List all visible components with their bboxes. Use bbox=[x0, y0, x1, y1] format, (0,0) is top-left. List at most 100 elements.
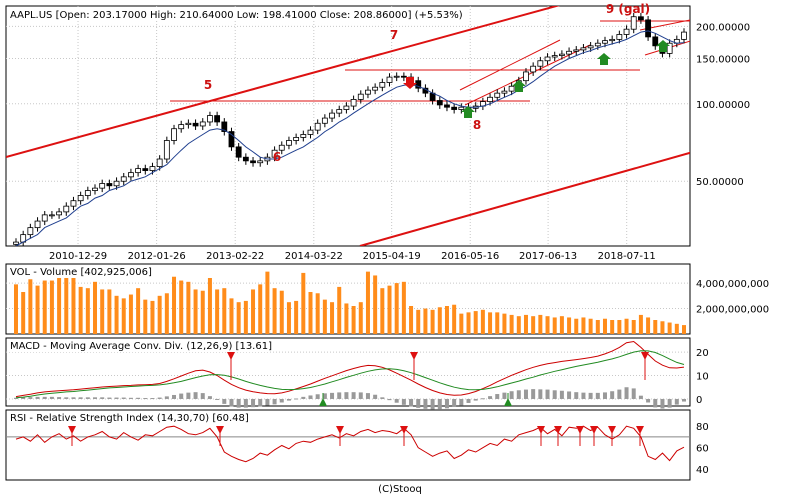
buy-arrow bbox=[461, 106, 475, 118]
macd-histogram-bar bbox=[78, 397, 83, 399]
volume-bar bbox=[28, 279, 33, 334]
macd-histogram-bar bbox=[251, 398, 256, 408]
volume-bar bbox=[337, 286, 342, 334]
candle-body bbox=[630, 16, 637, 30]
candle-body bbox=[63, 205, 70, 213]
candle-body bbox=[293, 137, 300, 141]
macd-histogram-bar bbox=[502, 392, 507, 399]
volume-title: VOL - Volume [402,925,006] bbox=[10, 267, 152, 278]
y-tick-label: 10 bbox=[696, 372, 709, 383]
x-tick-label: 2014-03-22 bbox=[285, 251, 343, 262]
macd-histogram-bar bbox=[236, 398, 241, 408]
volume-bar bbox=[114, 295, 119, 334]
macd-histogram-bar bbox=[114, 397, 119, 399]
macd-histogram-bar bbox=[315, 394, 320, 399]
x-tick-label: 2010-12-29 bbox=[49, 251, 107, 262]
candle-body bbox=[508, 85, 515, 92]
macd-histogram-bar bbox=[674, 398, 679, 405]
candle-body bbox=[207, 115, 213, 123]
volume-bar bbox=[42, 280, 47, 334]
volume-bar bbox=[574, 318, 579, 334]
candle-body bbox=[436, 100, 443, 106]
volume-bar bbox=[14, 284, 18, 334]
macd-histogram-bar bbox=[610, 391, 615, 399]
candle-body bbox=[551, 55, 558, 58]
price-panel: 2010-12-29 2012-01-26 2013-02-22 2014-03-22… bbox=[5, 2, 750, 262]
macd-histogram-bar bbox=[229, 398, 234, 407]
macd-histogram-bar bbox=[667, 398, 672, 408]
volume-bar bbox=[222, 288, 227, 334]
candle-body bbox=[199, 121, 206, 127]
price-title: AAPL.US [Open: 203.17000 High: 210.64000… bbox=[10, 10, 463, 21]
candle-body bbox=[580, 47, 587, 51]
candle-body bbox=[379, 82, 386, 88]
volume-bar bbox=[610, 320, 615, 334]
macd-histogram-bar bbox=[473, 398, 478, 401]
candle-body bbox=[142, 168, 149, 171]
volume-bar bbox=[21, 292, 26, 334]
volume-bar bbox=[229, 298, 234, 334]
rsi-title-bg bbox=[7, 411, 259, 424]
macd-histogram-bar bbox=[136, 397, 141, 399]
macd-histogram-bar bbox=[351, 392, 356, 399]
candle-body bbox=[530, 65, 537, 73]
volume-bar bbox=[251, 289, 256, 334]
volume-bar bbox=[466, 312, 471, 334]
volume-bar bbox=[401, 281, 406, 334]
volume-bar bbox=[207, 278, 212, 334]
volume-bar bbox=[64, 272, 69, 334]
candle-body bbox=[645, 19, 651, 38]
candle-body bbox=[242, 156, 249, 162]
volume-bar bbox=[667, 322, 672, 334]
candle-body bbox=[250, 160, 256, 164]
volume-bar bbox=[294, 300, 299, 334]
macd-histogram-bar bbox=[358, 392, 363, 399]
sell-marker bbox=[608, 426, 616, 434]
macd-histogram-bar bbox=[157, 397, 162, 399]
candle-body bbox=[84, 190, 91, 196]
x-tick-label: 2012-01-26 bbox=[128, 251, 186, 262]
volume-bar bbox=[423, 308, 428, 334]
candle-body bbox=[609, 38, 616, 42]
macd-histogram-bar bbox=[401, 398, 406, 405]
x-tick-label: 2013-02-22 bbox=[206, 251, 264, 262]
macd-histogram-bar bbox=[409, 398, 414, 407]
candle-body bbox=[537, 60, 544, 67]
candle-body bbox=[602, 40, 608, 44]
candle-body bbox=[350, 99, 357, 107]
wave-label: 6 bbox=[273, 150, 281, 164]
candle-body bbox=[400, 75, 407, 78]
volume-bar bbox=[682, 325, 686, 334]
candle-body bbox=[501, 90, 508, 94]
candle-body bbox=[228, 131, 235, 148]
candle-body bbox=[278, 144, 285, 151]
macd-histogram-bar bbox=[100, 397, 105, 399]
macd-histogram-bar bbox=[215, 398, 220, 400]
macd-histogram-bar bbox=[488, 396, 493, 399]
volume-bar bbox=[49, 280, 54, 334]
volume-bar bbox=[588, 318, 593, 334]
volume-bar bbox=[567, 317, 572, 334]
volume-bar bbox=[660, 321, 665, 334]
volume-bar bbox=[107, 289, 112, 334]
candle-body bbox=[171, 128, 177, 141]
macd-histogram-bar bbox=[480, 398, 485, 400]
candle-body bbox=[616, 34, 623, 40]
volume-bar bbox=[545, 316, 550, 334]
volume-bar bbox=[200, 290, 205, 334]
candle-body bbox=[451, 106, 458, 110]
volume-bar bbox=[301, 272, 306, 334]
candles bbox=[13, 12, 687, 246]
volume-bar bbox=[272, 288, 277, 334]
buy-arrow bbox=[656, 40, 670, 52]
y-tick-label: 4,000,000,000 bbox=[696, 279, 769, 290]
x-tick-label: 2018-07-11 bbox=[598, 251, 656, 262]
candle-body bbox=[566, 50, 572, 55]
volume-bar bbox=[35, 285, 40, 334]
macd-histogram-bar bbox=[21, 397, 26, 399]
volume-bar bbox=[617, 320, 622, 334]
volume-bar bbox=[531, 316, 536, 334]
volume-bar bbox=[437, 307, 442, 334]
volume-bar bbox=[365, 271, 370, 334]
upper-trend-line bbox=[6, 6, 561, 158]
